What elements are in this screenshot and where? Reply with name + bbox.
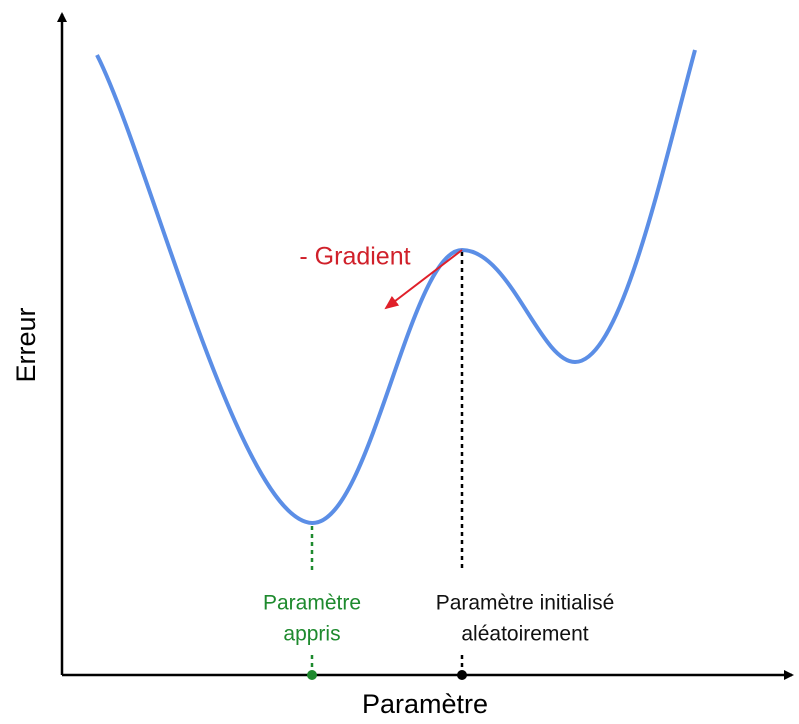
y-axis-label: Erreur [11, 307, 41, 382]
initial-point [457, 670, 467, 680]
learned-label: Paramètre [263, 592, 361, 615]
learned-point [307, 670, 317, 680]
gradient-arrow [384, 249, 463, 310]
x-axis-label: Paramètre [362, 689, 488, 719]
initial-label: aléatoirement [461, 623, 588, 646]
gradient-label: - Gradient [299, 243, 410, 271]
learned-label: appris [283, 623, 340, 646]
error-curve [95, 49, 697, 526]
initial-label: Paramètre initialisé [436, 592, 615, 615]
